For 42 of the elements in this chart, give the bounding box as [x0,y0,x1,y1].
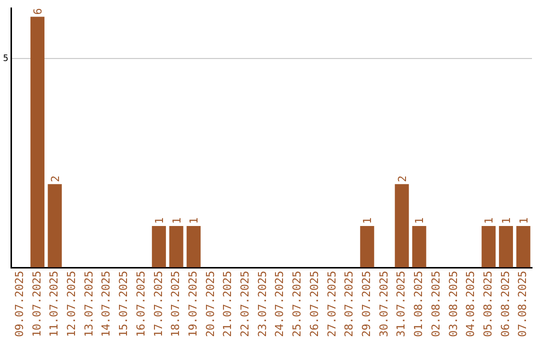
data-label: 1 [152,217,166,224]
x-tick-label: 28.07.2025 [342,270,356,338]
x-tick-label: 30.07.2025 [377,270,390,338]
x-tick-label: 23.07.2025 [256,270,269,338]
x-tick-label: 25.07.2025 [290,270,304,338]
x-tick-label: 16.07.2025 [134,270,148,338]
data-label: 1 [170,217,184,224]
x-tick-label: 31.07.2025 [394,270,408,338]
data-label: 1 [517,217,530,224]
x-tick-label: 27.07.2025 [325,270,338,338]
x-tick-label: 26.07.2025 [308,270,321,338]
x-tick-label: 29.07.2025 [360,270,374,338]
x-tick-label: 05.08.2025 [481,270,494,338]
x-tick-label: 24.07.2025 [273,270,286,338]
x-tick-label: 18.07.2025 [169,270,182,338]
x-tick-label: 13.07.2025 [82,270,96,338]
data-label: 6 [31,8,44,15]
data-label: 1 [361,217,374,224]
x-tick-label: 07.08.2025 [516,270,530,338]
data-label: 1 [413,217,426,224]
x-tick-label: 10.07.2025 [30,270,44,338]
data-label: 1 [188,217,201,224]
x-tick-label: 06.08.2025 [498,270,512,338]
x-tick-label: 14.07.2025 [100,270,113,338]
x-tick-label: 20.07.2025 [204,270,217,338]
data-label: 1 [500,217,513,224]
x-tick-label: 17.07.2025 [152,270,165,338]
x-tick-label: 21.07.2025 [221,270,234,338]
x-tick-label: 01.08.2025 [412,270,426,338]
x-tick-label: 02.08.2025 [429,270,442,338]
data-label: 2 [48,175,62,182]
x-tick-label: 15.07.2025 [117,270,130,338]
data-label: 2 [396,175,409,182]
x-tick-label: 12.07.2025 [65,270,78,338]
x-tick-label: 03.08.2025 [446,270,460,338]
x-tick-label: 11.07.2025 [48,270,61,338]
x-tick-label: 22.07.2025 [238,270,252,338]
x-tick-label: 04.08.2025 [464,270,478,338]
x-tick-label: 19.07.2025 [186,270,200,338]
data-label: 1 [482,217,496,224]
y-tick-label: 5 [2,54,8,64]
x-tick-label: 09.07.2025 [12,270,26,338]
